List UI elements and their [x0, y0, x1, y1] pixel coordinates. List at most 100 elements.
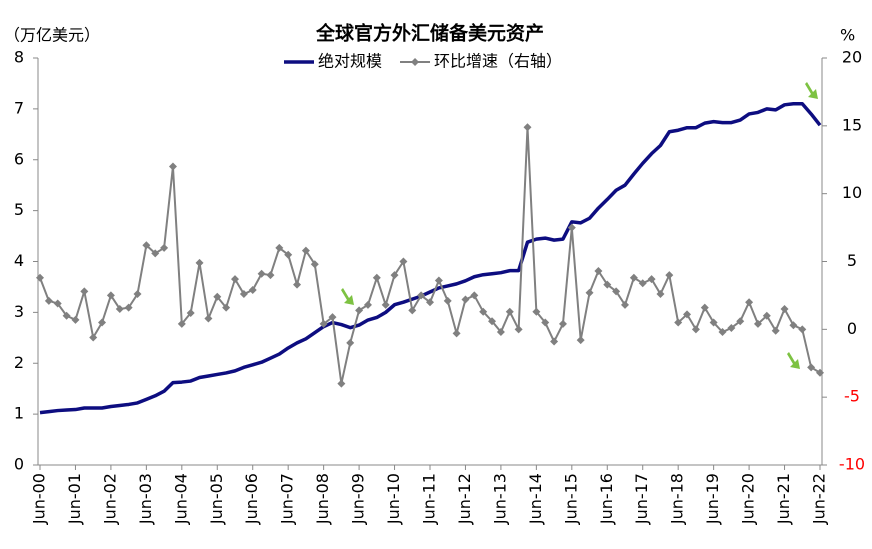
marker — [505, 307, 514, 316]
y-tick-label: 0 — [14, 455, 24, 474]
marker — [665, 271, 674, 280]
y2-tick-label: 5 — [847, 251, 857, 270]
marker — [443, 296, 452, 305]
y-tick-label: 4 — [14, 251, 24, 270]
x-tick-label: Jun-12 — [455, 473, 474, 525]
y-tick-label: 3 — [14, 302, 24, 321]
marker — [417, 291, 426, 300]
marker — [709, 318, 718, 327]
marker — [381, 300, 390, 309]
x-tick-label: Jun-20 — [739, 473, 758, 525]
x-tick-label: Jun-01 — [65, 473, 84, 525]
marker — [461, 295, 470, 304]
marker — [390, 271, 399, 280]
marker — [213, 292, 222, 301]
marker — [53, 299, 62, 308]
marker — [691, 325, 700, 334]
x-tick-label: Jun-08 — [313, 473, 332, 525]
x-tick-label: Jun-03 — [136, 473, 155, 525]
marker — [629, 273, 638, 282]
x-tick-label: Jun-04 — [171, 473, 190, 525]
x-tick-label: Jun-00 — [30, 473, 49, 525]
y2-tick-label: -10 — [839, 455, 865, 474]
marker — [301, 246, 310, 255]
marker — [293, 280, 302, 289]
chart-title: 全球官方外汇储备美元资产 — [315, 22, 544, 45]
x-tick-label: Jun-16 — [597, 473, 616, 525]
marker — [204, 314, 213, 323]
y-tick-label: 6 — [14, 149, 24, 168]
marker — [612, 287, 621, 296]
marker — [257, 269, 266, 278]
y2-tick-label: 15 — [842, 115, 862, 134]
marker — [168, 162, 177, 171]
marker — [771, 326, 780, 335]
marker — [541, 318, 550, 327]
marker — [319, 319, 328, 328]
marker — [124, 303, 133, 312]
x-tick-label: Jun-19 — [703, 473, 722, 525]
marker — [470, 291, 479, 300]
marker — [762, 311, 771, 320]
marker — [363, 300, 372, 309]
x-tick-label: Jun-06 — [242, 473, 261, 525]
marker — [372, 273, 381, 282]
marker — [328, 313, 337, 322]
y2-tick-label: 0 — [847, 319, 857, 338]
marker — [44, 296, 53, 305]
marker — [603, 280, 612, 289]
marker — [248, 285, 257, 294]
marker — [496, 328, 505, 337]
marker — [550, 337, 559, 346]
legend-marker — [411, 58, 420, 66]
series-line — [39, 102, 822, 415]
marker — [816, 368, 824, 377]
y-tick-label: 7 — [14, 98, 24, 117]
marker — [736, 317, 745, 326]
marker — [523, 123, 532, 132]
marker — [142, 241, 151, 250]
y-tick-label: 2 — [14, 353, 24, 372]
y2-axis-label: % — [840, 26, 855, 45]
y2-tick-label: 20 — [842, 48, 862, 67]
marker — [780, 304, 789, 313]
legend-label: 环比增速（右轴） — [434, 52, 562, 71]
y2-tick-label: 10 — [842, 183, 862, 202]
marker — [408, 306, 417, 315]
y2-tick-label: -5 — [844, 387, 860, 406]
x-tick-label: Jun-11 — [420, 473, 439, 525]
x-tick-label: Jun-18 — [668, 473, 687, 525]
marker — [585, 288, 594, 297]
marker — [434, 276, 443, 285]
marker — [275, 243, 284, 252]
marker — [683, 310, 692, 319]
marker — [558, 319, 567, 328]
marker — [133, 290, 142, 299]
marker — [284, 250, 293, 259]
marker — [700, 303, 709, 312]
marker — [567, 223, 576, 232]
y-axis-label: （万亿美元） — [4, 26, 100, 45]
marker — [532, 307, 541, 316]
marker — [337, 379, 346, 388]
marker — [718, 328, 727, 337]
marker — [753, 319, 762, 328]
y-tick-label: 5 — [14, 200, 24, 219]
marker — [594, 266, 603, 275]
marker — [426, 298, 434, 307]
marker — [80, 287, 89, 296]
arrow — [787, 352, 800, 369]
x-tick-label: Jun-21 — [774, 473, 793, 525]
x-tick-label: Jun-10 — [384, 473, 403, 525]
marker — [807, 363, 816, 372]
arrow — [805, 82, 818, 99]
marker — [745, 298, 754, 307]
x-tick-label: Jun-02 — [100, 473, 119, 525]
marker — [222, 303, 231, 312]
marker — [674, 318, 683, 327]
marker — [488, 317, 497, 326]
marker — [71, 315, 80, 324]
marker — [399, 257, 408, 266]
marker — [647, 275, 656, 284]
